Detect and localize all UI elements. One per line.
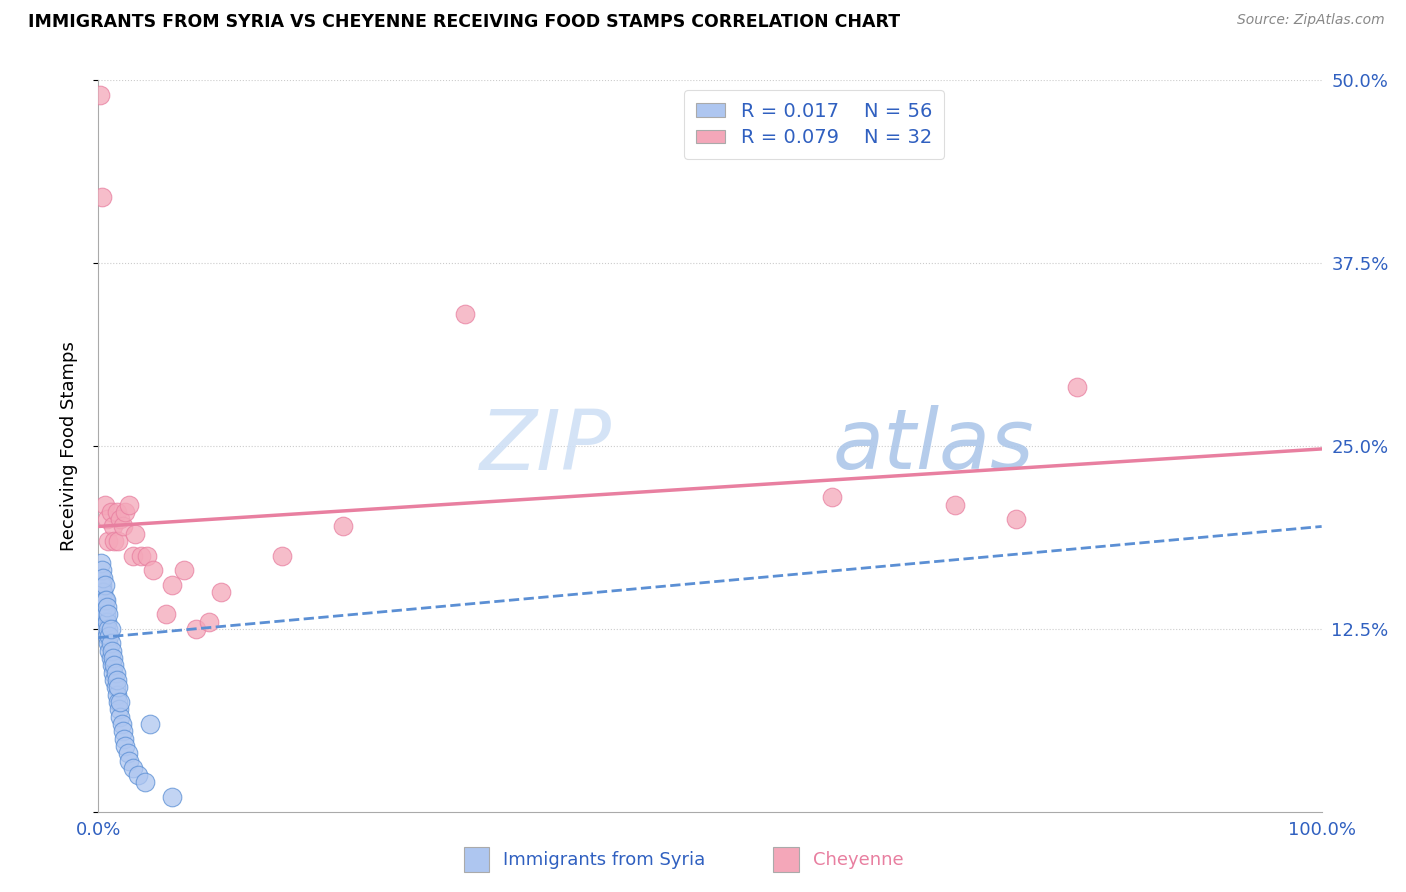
- Point: [111, 724, 134, 739]
- Point: [91, 585, 114, 599]
- Point: [93, 578, 115, 592]
- Point: [118, 754, 141, 768]
- Point: [96, 512, 118, 526]
- Point: [96, 599, 118, 614]
- Point: [91, 571, 114, 585]
- Point: [93, 592, 115, 607]
- Point: [332, 519, 354, 533]
- Point: [103, 534, 125, 549]
- Point: [105, 673, 128, 687]
- Point: [111, 519, 134, 533]
- Point: [107, 695, 129, 709]
- Point: [97, 622, 120, 636]
- Point: [134, 775, 156, 789]
- Point: [108, 702, 131, 716]
- Point: [101, 644, 124, 658]
- Point: [136, 549, 159, 563]
- Point: [96, 629, 118, 643]
- Point: [142, 563, 165, 577]
- Point: [100, 636, 122, 650]
- Point: [94, 607, 117, 622]
- Point: [94, 622, 117, 636]
- Point: [104, 665, 127, 680]
- Point: [1066, 380, 1088, 394]
- Point: [90, 571, 112, 585]
- Point: [91, 578, 114, 592]
- Point: [101, 519, 124, 533]
- Point: [100, 651, 122, 665]
- Point: [93, 498, 115, 512]
- Point: [1004, 512, 1026, 526]
- Point: [104, 681, 127, 695]
- Point: [155, 607, 177, 622]
- Point: [105, 505, 128, 519]
- Point: [93, 603, 115, 617]
- Text: atlas: atlas: [832, 406, 1033, 486]
- Text: Immigrants from Syria: Immigrants from Syria: [503, 851, 706, 869]
- Point: [121, 549, 143, 563]
- Point: [91, 563, 114, 577]
- Point: [91, 585, 114, 599]
- Bar: [464, 847, 489, 872]
- Point: [94, 592, 117, 607]
- Point: [129, 549, 152, 563]
- Point: [111, 717, 134, 731]
- Point: [100, 622, 122, 636]
- Point: [107, 534, 129, 549]
- Point: [821, 490, 844, 504]
- Point: [114, 739, 136, 753]
- Legend: R = 0.017    N = 56, R = 0.079    N = 32: R = 0.017 N = 56, R = 0.079 N = 32: [685, 90, 943, 159]
- Point: [110, 512, 132, 526]
- Point: [107, 681, 129, 695]
- Point: [89, 607, 111, 622]
- Point: [91, 190, 114, 204]
- Text: ZIP: ZIP: [481, 406, 612, 486]
- Point: [103, 673, 125, 687]
- Point: [98, 644, 121, 658]
- Point: [90, 578, 112, 592]
- Point: [97, 636, 120, 650]
- Point: [93, 615, 115, 629]
- Point: [118, 498, 141, 512]
- Point: [270, 549, 294, 563]
- Point: [209, 585, 232, 599]
- Point: [160, 790, 183, 805]
- Point: [90, 556, 112, 570]
- Point: [110, 695, 132, 709]
- Point: [103, 658, 125, 673]
- Point: [124, 526, 146, 541]
- Point: [89, 592, 111, 607]
- Point: [97, 534, 120, 549]
- Point: [91, 592, 114, 607]
- Point: [105, 688, 128, 702]
- Point: [98, 629, 121, 643]
- Text: IMMIGRANTS FROM SYRIA VS CHEYENNE RECEIVING FOOD STAMPS CORRELATION CHART: IMMIGRANTS FROM SYRIA VS CHEYENNE RECEIV…: [28, 13, 900, 31]
- Bar: [773, 847, 799, 872]
- Point: [121, 761, 143, 775]
- Point: [91, 599, 114, 614]
- Point: [139, 717, 162, 731]
- Point: [96, 615, 118, 629]
- Point: [89, 87, 111, 102]
- Point: [117, 746, 139, 760]
- Point: [454, 307, 477, 321]
- Point: [114, 505, 136, 519]
- Point: [100, 505, 122, 519]
- Point: [943, 498, 966, 512]
- Point: [112, 731, 135, 746]
- Point: [110, 709, 132, 723]
- Point: [127, 768, 149, 782]
- Point: [101, 651, 124, 665]
- Point: [173, 563, 195, 577]
- Text: Source: ZipAtlas.com: Source: ZipAtlas.com: [1237, 13, 1385, 28]
- Point: [101, 665, 124, 680]
- Point: [197, 615, 219, 629]
- Y-axis label: Receiving Food Stamps: Receiving Food Stamps: [59, 341, 77, 551]
- Point: [97, 607, 120, 622]
- Point: [101, 658, 124, 673]
- Point: [186, 622, 208, 636]
- Point: [160, 578, 183, 592]
- Text: Cheyenne: Cheyenne: [813, 851, 903, 869]
